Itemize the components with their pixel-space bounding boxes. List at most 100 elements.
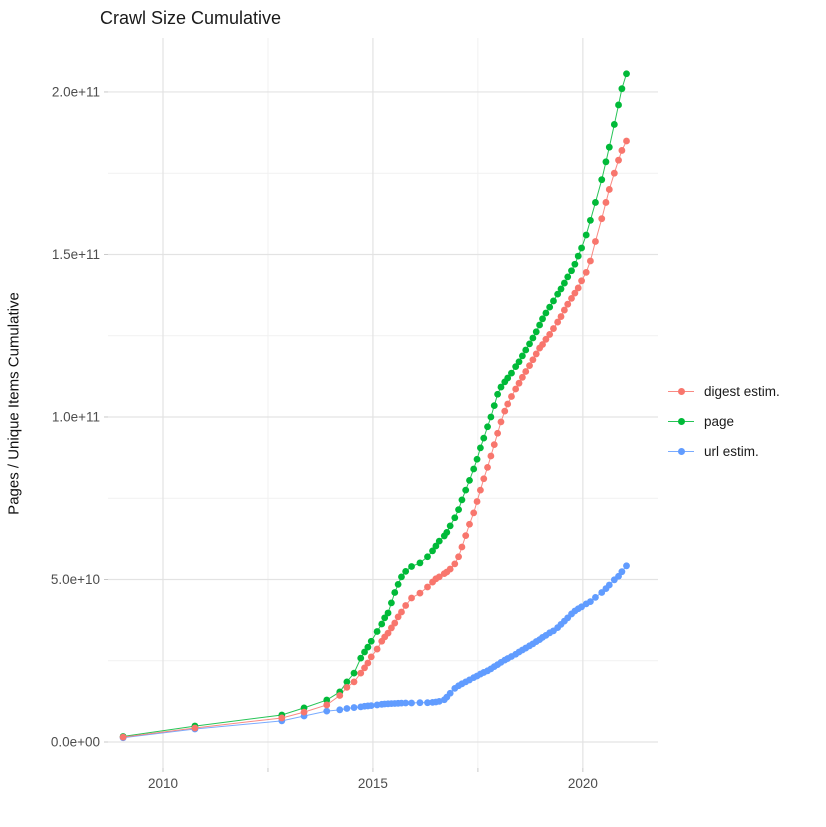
data-point-page [480,434,488,442]
data-point-digestestim [480,475,488,483]
data-point-page [568,267,575,275]
data-point-page [536,321,544,329]
data-point-digestestim [462,532,470,540]
data-point-digestestim [336,692,344,699]
data-point-page [490,402,498,410]
data-point-page [398,573,405,581]
data-point-page [361,648,368,656]
data-point-digestestim [571,289,579,297]
data-point-digestestim [564,300,572,308]
data-point-digestestim [357,669,365,677]
data-point-digestestim [416,589,424,597]
legend-key-icon [668,384,694,398]
data-point-digestestim [610,169,618,177]
data-point-page [367,637,375,645]
data-point-page [424,553,431,561]
data-point-digestestim [470,509,478,517]
y-tick-label: 5.0e+10 [51,572,100,587]
data-point-page [542,309,550,317]
data-point-page [618,85,626,93]
data-point-page [508,369,515,377]
data-point-urlestim [336,706,344,714]
data-point-page [416,559,424,567]
x-tick-label: 2010 [148,776,178,791]
data-point-page [470,465,478,473]
data-point-digestestim [455,553,462,561]
data-point-page [429,547,436,555]
data-point-page [391,589,399,596]
data-point-page [487,413,495,421]
data-point-digestestim [408,594,415,602]
data-point-page [571,260,579,268]
legend-label: page [704,413,735,429]
data-point-page [582,231,590,239]
data-point-page [484,423,491,431]
data-point-page [539,315,546,323]
data-point-digestestim [384,629,392,637]
data-point-page [451,514,459,522]
data-point-page [435,537,443,545]
legend-key-icon [668,414,694,428]
data-point-digestestim [451,560,459,568]
data-point-urlestim [623,562,630,570]
data-point-digestestim [518,373,526,381]
data-point-page [557,285,565,293]
data-point-digestestim [568,294,575,302]
data-point-digestestim [501,407,509,415]
data-point-urlestim [350,704,358,711]
data-point-urlestim [618,568,626,576]
data-point-digestestim [323,701,331,709]
data-point-digestestim [550,325,557,332]
data-point-digestestim [497,418,505,426]
data-point-urlestim [587,598,594,605]
data-point-digestestim [539,341,546,348]
data-point-page [598,176,606,184]
data-point-page [402,567,410,575]
legend-item-page: page [668,406,780,436]
data-point-digestestim [574,284,582,292]
data-point-page [494,390,502,398]
data-point-digestestim [343,683,351,691]
data-point-digestestim [560,306,568,314]
data-point-digestestim [602,199,610,206]
data-point-digestestim [300,708,308,716]
data-point-digestestim [592,238,599,245]
data-point-page [518,352,526,360]
data-point-digestestim [387,624,395,632]
x-tick-label: 2020 [568,776,598,791]
data-point-page [432,542,440,550]
data-point-digestestim [494,429,502,437]
data-point-digestestim [484,463,491,471]
data-point-page [529,334,537,342]
data-point-page [357,654,365,662]
data-point-page [394,580,402,588]
data-point-urlestim [408,699,415,707]
legend-item-digestestim: digest estim. [668,376,780,406]
data-point-page [504,374,512,382]
data-point-digestestim [391,619,399,627]
data-point-digestestim [578,277,585,285]
data-point-digestestim [529,356,537,364]
data-point-page [387,599,395,607]
data-point-urlestim [605,581,613,589]
data-point-page [615,101,622,109]
x-tick-label: 2015 [358,776,388,791]
data-point-page [373,628,381,635]
data-point-page [578,244,585,252]
data-point-digestestim [546,331,554,338]
data-point-page [532,328,540,336]
data-point-digestestim [394,613,402,621]
data-point-digestestim [618,147,626,154]
data-point-page [515,358,523,366]
data-point-page [497,383,505,391]
y-tick-label: 1.0e+11 [52,409,100,424]
data-point-digestestim [582,268,590,276]
data-point-page [477,444,484,452]
data-point-digestestim [557,313,565,320]
data-point-digestestim [598,215,606,223]
data-point-page [466,476,473,484]
data-point-page [343,678,351,686]
data-point-page [605,143,613,151]
data-point-digestestim [515,379,523,387]
